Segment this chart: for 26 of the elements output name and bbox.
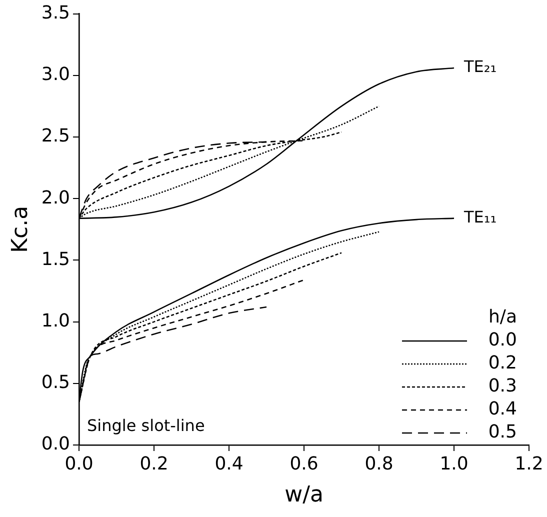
legend-title: h/a [488, 306, 517, 328]
y-tick-label: 0.0 [41, 434, 70, 455]
x-tick-label: 0.8 [364, 453, 394, 474]
y-tick-label: 1.5 [41, 248, 70, 270]
y-tick-label: 0.5 [41, 372, 70, 394]
x-axis-title: w/a [284, 482, 324, 508]
y-tick-label: 2.0 [41, 187, 70, 208]
annotation: TE₁₁ [463, 207, 497, 226]
y-tick-label: 3.0 [41, 64, 70, 86]
x-tick-label: 1.0 [440, 453, 468, 474]
x-tick-label: 0.0 [64, 453, 94, 474]
annotation: TE₂₁ [463, 57, 497, 76]
x-tick-label: 0.6 [290, 453, 318, 474]
legend-label: 0.2 [488, 352, 517, 374]
x-tick-label: 0.2 [140, 453, 168, 474]
x-tick-label: 1.2 [514, 453, 544, 474]
y-axis-title: Kc.a [8, 206, 33, 253]
y-tick-label: 1.0 [41, 310, 70, 332]
legend-label: 0.0 [488, 330, 517, 351]
legend-label: 0.5 [488, 422, 517, 443]
legend-label: 0.3 [488, 376, 517, 397]
y-tick-label: 3.5 [41, 2, 70, 24]
annotation: Single slot-line [87, 416, 205, 436]
legend-label: 0.4 [488, 398, 517, 420]
y-tick-label: 2.5 [41, 126, 70, 147]
x-tick-label: 0.4 [214, 453, 244, 474]
